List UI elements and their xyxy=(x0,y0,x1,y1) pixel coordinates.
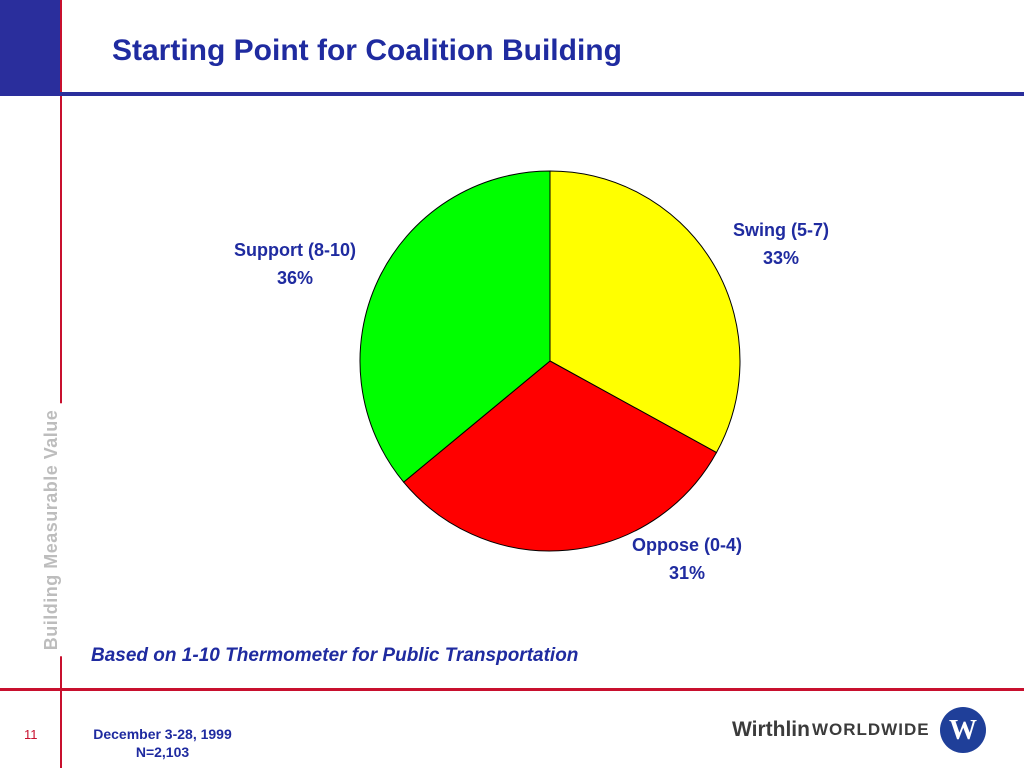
pie-slice-1 xyxy=(549,170,741,454)
logo-word-bold: Wirthlin xyxy=(732,718,810,741)
sample-size: N=2,103 xyxy=(135,744,190,760)
slice-value-3: 36% xyxy=(277,268,313,288)
svg-text:W: W xyxy=(949,715,977,746)
pie-slice-2 xyxy=(402,360,718,552)
pie-slice-3 xyxy=(359,170,551,483)
slice-label-1: Swing (5-7) xyxy=(733,220,829,240)
slice-label-3: Support (8-10) xyxy=(234,240,356,260)
slice-value-2: 31% xyxy=(669,563,705,583)
slice-label-2: Oppose (0-4) xyxy=(632,535,742,555)
page-number: 11 xyxy=(24,727,38,742)
wirthlin-logo: Wirthlin WORLDWIDE W xyxy=(732,704,988,756)
survey-date: December 3-28, 1999 xyxy=(93,726,232,742)
title-rule xyxy=(60,92,1024,96)
logo-w-icon: W xyxy=(938,705,988,755)
page-title: Starting Point for Coalition Building xyxy=(112,34,622,67)
logo-word-caps: WORLDWIDE xyxy=(811,720,930,739)
chart-footnote: Based on 1-10 Thermometer for Public Tra… xyxy=(91,645,579,666)
vertical-rule xyxy=(60,0,62,768)
date-block: December 3-28, 1999 N=2,103 xyxy=(70,725,255,761)
corner-block xyxy=(0,0,60,96)
slice-value-1: 33% xyxy=(763,248,799,268)
footer-rule xyxy=(0,688,1024,691)
